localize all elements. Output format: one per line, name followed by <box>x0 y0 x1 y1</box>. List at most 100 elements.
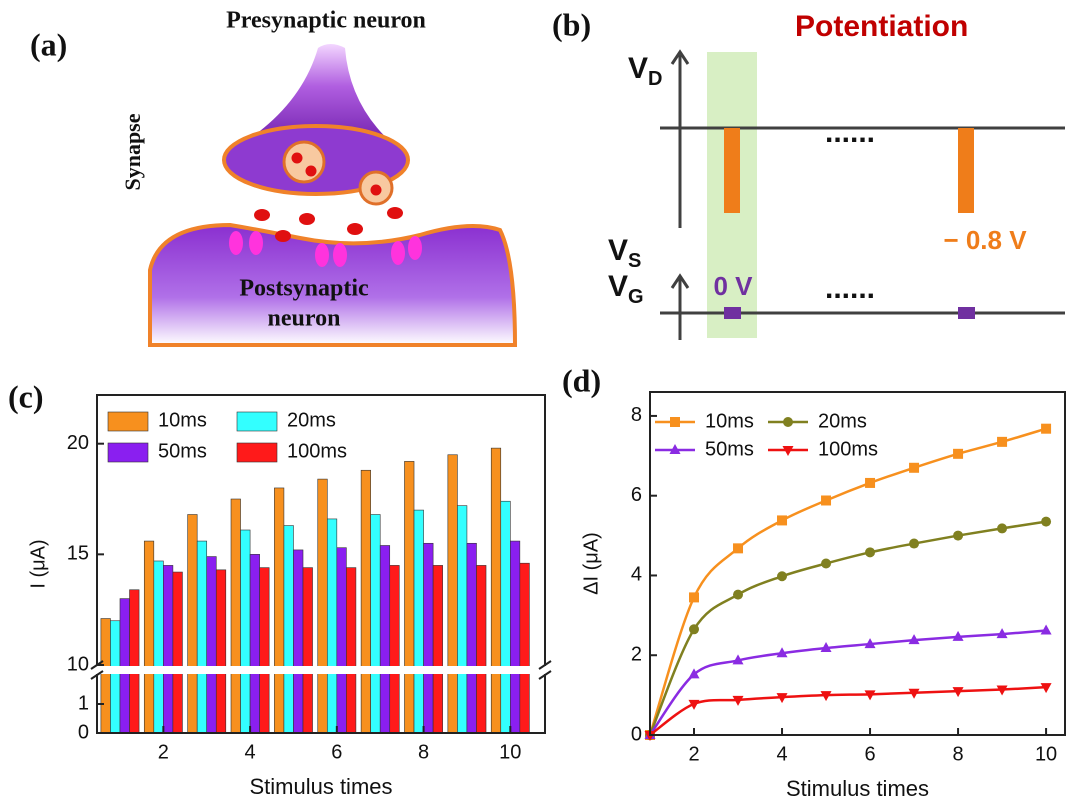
symbol: V <box>608 234 628 267</box>
bar <box>327 519 337 733</box>
axis-break <box>85 666 557 674</box>
legend-label: 100ms <box>287 440 347 462</box>
marker <box>909 463 919 473</box>
symbol: V <box>608 270 628 303</box>
legend-swatch <box>108 443 148 462</box>
bar <box>424 543 434 733</box>
legend-label: 100ms <box>818 438 878 460</box>
bar <box>303 568 313 733</box>
panel-label: (b) <box>552 6 591 42</box>
marker <box>865 478 875 488</box>
marker <box>733 543 743 553</box>
gate-symbol: VG <box>608 270 644 308</box>
y-tick-label: 0 <box>631 723 642 745</box>
y-tick-label: 2 <box>631 644 642 666</box>
bar <box>467 543 477 733</box>
ellipsis: ...... <box>825 272 875 305</box>
bar <box>491 448 501 733</box>
bar <box>501 501 511 733</box>
bar <box>476 565 486 733</box>
drain-symbol: VD <box>628 52 662 90</box>
panel-label: (a) <box>30 26 67 62</box>
source-symbol: VS <box>608 234 641 272</box>
panel-label: (c) <box>8 378 44 414</box>
x-tick-label: 8 <box>418 741 429 763</box>
x-tick-label: 6 <box>331 741 342 763</box>
legend-label: 50ms <box>705 438 754 460</box>
marker <box>953 531 963 541</box>
marker <box>733 590 743 600</box>
legend-label: 20ms <box>287 409 336 431</box>
marker <box>821 495 831 505</box>
x-axis-label: Stimulus times <box>249 774 392 799</box>
legend-label: 10ms <box>705 410 754 432</box>
y-tick-label: 10 <box>67 653 89 675</box>
synapse-label: Synapse <box>120 113 145 190</box>
marker <box>997 437 1007 447</box>
marker <box>909 539 919 549</box>
bar <box>101 619 111 733</box>
bar <box>197 541 207 733</box>
bar <box>110 621 120 733</box>
series-line <box>650 687 1046 735</box>
presynaptic-label: Presynaptic neuron <box>226 8 426 34</box>
marker <box>777 515 787 525</box>
bar <box>404 461 414 733</box>
bar <box>260 568 270 733</box>
legend-swatch <box>108 412 148 431</box>
marker <box>1041 424 1051 434</box>
bar <box>293 550 303 733</box>
legend-swatch <box>237 443 277 462</box>
bar <box>144 541 154 733</box>
bar <box>520 563 530 733</box>
x-tick-label: 8 <box>952 743 963 765</box>
x-tick-label: 10 <box>1035 743 1057 765</box>
marker <box>1041 517 1051 527</box>
legend-label: 50ms <box>158 440 207 462</box>
subscript: S <box>628 250 641 272</box>
y-tick-label: 0 <box>78 721 89 743</box>
bar <box>361 470 371 733</box>
bar <box>414 510 424 733</box>
bar <box>274 488 284 733</box>
marker <box>689 668 700 678</box>
bar <box>390 565 400 733</box>
legend-marker <box>783 417 793 427</box>
postsynaptic-label: neuron <box>268 306 341 332</box>
marker <box>777 571 787 581</box>
legend-label: 10ms <box>158 409 207 431</box>
y-tick-label: 20 <box>67 432 89 454</box>
marker <box>821 559 831 569</box>
series-line <box>650 631 1046 735</box>
bar <box>120 599 130 733</box>
x-tick-label: 6 <box>864 743 875 765</box>
gate-pulse-label: 0 V <box>713 271 753 301</box>
x-tick-label: 2 <box>688 743 699 765</box>
y-tick-label: 8 <box>631 404 642 426</box>
symbol: V <box>628 52 648 85</box>
legend-label: 20ms <box>818 410 867 432</box>
bar <box>154 561 164 733</box>
legend-marker <box>670 417 680 427</box>
x-axis-label: Stimulus times <box>786 776 929 801</box>
y-axis-label: ΔI (μA) <box>580 532 602 595</box>
y-tick-label: 4 <box>631 564 642 586</box>
bar <box>207 557 217 733</box>
bar <box>448 455 458 733</box>
marker <box>997 523 1007 533</box>
series-line <box>650 522 1046 735</box>
bar <box>130 590 140 733</box>
drain-pulse-label: − 0.8 V <box>943 225 1027 255</box>
bar <box>216 570 226 733</box>
marker <box>1041 625 1052 635</box>
x-tick-label: 4 <box>245 741 256 763</box>
bar <box>433 565 443 733</box>
marker <box>865 547 875 557</box>
bar <box>163 565 173 733</box>
pulse-title: Potentiation <box>795 10 968 43</box>
marker <box>689 592 699 602</box>
x-tick-label: 2 <box>158 741 169 763</box>
bar <box>380 545 390 733</box>
bar <box>188 515 198 733</box>
bar <box>457 506 467 733</box>
